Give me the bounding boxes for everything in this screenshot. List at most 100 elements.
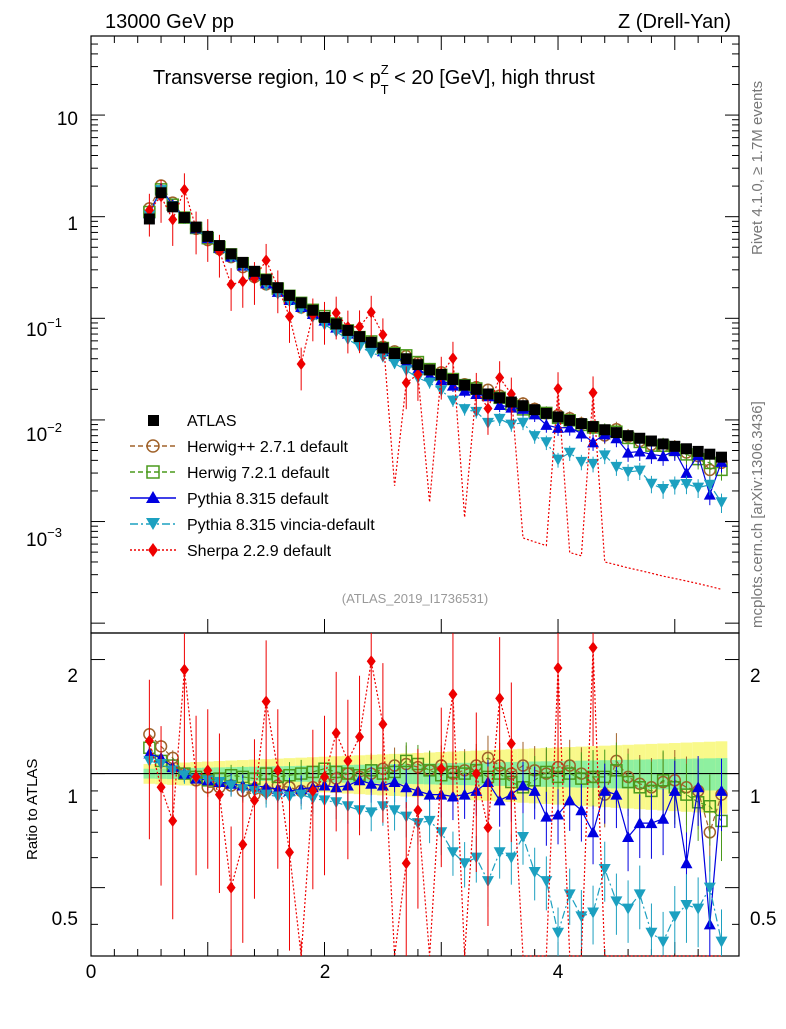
marker-ratio (552, 808, 565, 820)
marker-main (610, 461, 623, 473)
series-5 (144, 173, 722, 957)
marker-ratio (552, 927, 565, 939)
marker-ratio (144, 734, 154, 747)
atlas-point (704, 448, 716, 460)
atlas-point (237, 256, 249, 268)
marker-main (645, 448, 658, 460)
marker-main (366, 306, 376, 319)
marker-ratio (680, 857, 693, 869)
ytick-ratio-2-left: 2 (67, 666, 78, 687)
marker-main (657, 484, 670, 496)
marker-ratio (388, 776, 401, 788)
ytick-ratio-1-left: 1 (67, 787, 78, 808)
marker-ratio (610, 788, 623, 800)
marker-ratio (622, 903, 635, 915)
marker-ratio (365, 807, 378, 819)
marker-ratio (517, 779, 529, 791)
marker-ratio (505, 852, 518, 864)
marker-ratio (553, 661, 563, 674)
marker-ratio (656, 774, 670, 787)
atlas-point (377, 342, 389, 354)
atlas-point (459, 379, 471, 391)
marker-ratio (436, 762, 446, 775)
ytick-ratio-2-right: 2 (750, 666, 761, 687)
atlas-point (190, 221, 202, 233)
marker-main (657, 450, 670, 462)
ytick-main-1e-1: 10−1 (26, 315, 62, 341)
atlas-point (610, 427, 622, 439)
atlas-point (354, 331, 366, 343)
marker-main (575, 427, 588, 439)
legend: ATLAS Herwig++ 2.7.1 default Herwig 7.2.… (130, 413, 375, 560)
atlas-point (143, 213, 155, 225)
marker-main (388, 358, 401, 370)
ytick-main-1e-3: 10−3 (26, 525, 62, 551)
marker-ratio (226, 881, 236, 894)
marker-main (446, 395, 459, 407)
marker-ratio (563, 794, 576, 806)
marker-main (540, 437, 553, 449)
atlas-point (645, 435, 657, 447)
marker-main (401, 376, 411, 389)
legend-label-atlas: ATLAS (187, 413, 237, 430)
marker-ratio (610, 896, 623, 908)
data-series (143, 173, 728, 957)
atlas-point (167, 201, 179, 213)
marker-ratio (587, 907, 600, 919)
marker-main (331, 307, 341, 320)
marker-ratio (295, 789, 308, 801)
marker-ratio (540, 810, 553, 822)
ytick-main-1e-2: 10−2 (26, 420, 62, 446)
legend-label-herwig7: Herwig 7.2.1 default (187, 465, 330, 482)
marker-main (423, 377, 436, 389)
marker-ratio (715, 936, 728, 948)
marker-main (622, 446, 635, 458)
xtick-4: 4 (553, 962, 564, 983)
marker-main (378, 328, 388, 341)
marker-main (365, 347, 378, 359)
marker-ratio (168, 814, 178, 827)
marker-main (355, 320, 365, 333)
marker-ratio (493, 794, 506, 806)
marker-main (226, 278, 236, 291)
atlas-point (669, 440, 681, 452)
marker-main (493, 413, 506, 425)
atlas-point (470, 383, 482, 395)
atlas-point (575, 418, 587, 430)
marker-ratio (633, 817, 646, 829)
marker-main (715, 497, 728, 509)
atlas-point (412, 359, 424, 371)
series-line-ratio (148, 647, 722, 957)
marker-ratio (366, 655, 376, 668)
marker-ratio (448, 688, 458, 701)
marker-main (633, 445, 646, 457)
marker-main (680, 479, 693, 491)
marker-ratio (214, 788, 224, 801)
marker-ratio (225, 780, 238, 792)
atlas-point (529, 404, 541, 416)
plot-title-sup: Z (381, 62, 389, 77)
ytick-main-1: 1 (67, 214, 78, 235)
marker-main (446, 379, 459, 391)
rivet-version-label: Rivet 4.1.0, ≥ 1.7M events (749, 81, 766, 255)
marker-ratio (343, 754, 353, 767)
marker-ratio (179, 663, 189, 676)
legend-marker-pythia (146, 491, 160, 503)
marker-ratio (645, 817, 658, 829)
marker-main (668, 479, 681, 491)
marker-ratio (156, 781, 166, 794)
atlas-point (202, 230, 214, 242)
marker-ratio (446, 847, 459, 859)
atlas-point (307, 304, 319, 316)
marker-ratio (388, 805, 401, 817)
atlas-point (482, 388, 494, 400)
atlas-point (330, 318, 342, 330)
marker-main (598, 450, 611, 462)
atlas-point (505, 396, 517, 408)
marker-ratio (657, 936, 670, 948)
marker-main (575, 456, 588, 468)
ytick-ratio-1-right: 1 (750, 787, 761, 808)
atlas-point (587, 421, 599, 433)
marker-ratio (715, 784, 728, 796)
plot-title-prefix: Transverse region, 10 < p (153, 67, 381, 89)
